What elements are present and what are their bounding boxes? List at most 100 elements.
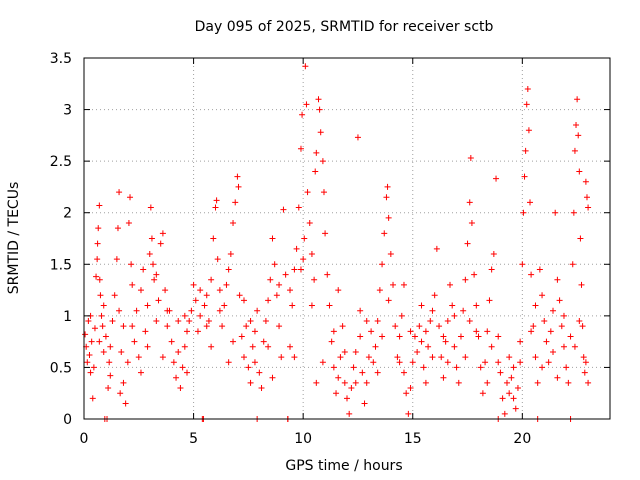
data-point bbox=[390, 281, 397, 288]
y-tick-labels: 0 0.5 1 1.5 2 2.5 3 3.5 bbox=[50, 51, 72, 428]
data-point bbox=[148, 235, 155, 242]
data-point bbox=[565, 379, 572, 386]
data-point bbox=[539, 364, 546, 371]
data-point bbox=[383, 194, 390, 201]
data-point bbox=[308, 302, 315, 309]
data-point bbox=[94, 240, 101, 247]
data-point bbox=[488, 266, 495, 273]
data-point bbox=[95, 225, 102, 232]
data-point bbox=[276, 281, 283, 288]
data-point bbox=[188, 307, 195, 314]
data-point bbox=[97, 292, 104, 299]
data-point bbox=[107, 372, 114, 379]
data-point bbox=[238, 333, 245, 340]
data-point bbox=[368, 328, 375, 335]
data-point bbox=[403, 390, 410, 397]
data-point bbox=[499, 395, 506, 402]
y-tick-label: 3 bbox=[63, 103, 72, 119]
data-point bbox=[312, 168, 319, 175]
data-point bbox=[142, 328, 149, 335]
data-point bbox=[372, 343, 379, 350]
data-point bbox=[311, 276, 318, 283]
data-point bbox=[550, 348, 557, 355]
data-point bbox=[131, 338, 138, 345]
data-point bbox=[326, 302, 333, 309]
data-point bbox=[317, 129, 324, 136]
data-point bbox=[313, 149, 320, 156]
data-point bbox=[374, 318, 381, 325]
data-point bbox=[550, 307, 557, 314]
data-point bbox=[576, 168, 583, 175]
data-point bbox=[249, 343, 256, 350]
data-point bbox=[387, 250, 394, 257]
y-tick-label: 3.5 bbox=[50, 51, 72, 67]
data-point bbox=[473, 302, 480, 309]
data-point bbox=[301, 235, 308, 242]
data-point bbox=[114, 225, 121, 232]
data-point bbox=[232, 199, 239, 206]
data-point bbox=[113, 256, 120, 263]
data-point bbox=[120, 379, 127, 386]
data-point bbox=[267, 276, 274, 283]
data-point bbox=[525, 127, 532, 134]
data-point bbox=[102, 333, 109, 340]
data-point bbox=[536, 266, 543, 273]
data-point bbox=[560, 343, 567, 350]
data-point bbox=[190, 281, 197, 288]
data-point bbox=[462, 354, 469, 361]
data-point bbox=[512, 405, 519, 412]
data-points bbox=[82, 63, 592, 422]
data-point bbox=[276, 323, 283, 330]
data-point bbox=[299, 111, 306, 118]
data-point bbox=[287, 287, 294, 294]
data-point bbox=[350, 364, 357, 371]
plot-frame bbox=[83, 57, 611, 420]
data-point bbox=[468, 220, 475, 227]
data-point bbox=[571, 147, 578, 154]
data-point bbox=[210, 235, 217, 242]
data-point bbox=[563, 364, 570, 371]
data-point bbox=[214, 256, 221, 263]
data-point bbox=[201, 302, 208, 309]
data-point bbox=[88, 338, 95, 345]
data-point bbox=[524, 85, 531, 92]
data-point bbox=[291, 354, 298, 361]
data-point bbox=[506, 354, 513, 361]
data-point bbox=[473, 328, 480, 335]
data-point bbox=[320, 189, 327, 196]
data-point bbox=[106, 359, 113, 366]
data-point bbox=[394, 354, 401, 361]
data-point bbox=[236, 292, 243, 299]
data-point bbox=[493, 175, 500, 182]
data-point bbox=[484, 379, 491, 386]
data-point bbox=[488, 343, 495, 350]
data-point bbox=[335, 287, 342, 294]
data-point bbox=[359, 369, 366, 376]
data-point bbox=[159, 354, 166, 361]
data-point bbox=[133, 307, 140, 314]
data-point bbox=[96, 202, 103, 209]
data-point bbox=[247, 318, 254, 325]
data-point bbox=[508, 374, 515, 381]
data-point bbox=[96, 276, 103, 283]
data-point bbox=[385, 297, 392, 304]
data-point bbox=[422, 328, 429, 335]
data-point bbox=[289, 302, 296, 309]
y-tick-label: 1.5 bbox=[50, 257, 72, 273]
data-point bbox=[265, 343, 272, 350]
data-point bbox=[150, 261, 157, 268]
data-point bbox=[127, 194, 134, 201]
data-point bbox=[319, 158, 326, 165]
data-point bbox=[418, 302, 425, 309]
data-point bbox=[225, 266, 232, 273]
data-point bbox=[363, 379, 370, 386]
data-point bbox=[444, 359, 451, 366]
data-point bbox=[330, 328, 337, 335]
data-point bbox=[82, 331, 89, 338]
data-point bbox=[315, 96, 322, 103]
data-point bbox=[545, 359, 552, 366]
data-point bbox=[322, 230, 329, 237]
data-point bbox=[240, 297, 247, 304]
data-point bbox=[497, 369, 504, 376]
data-point bbox=[181, 312, 188, 319]
